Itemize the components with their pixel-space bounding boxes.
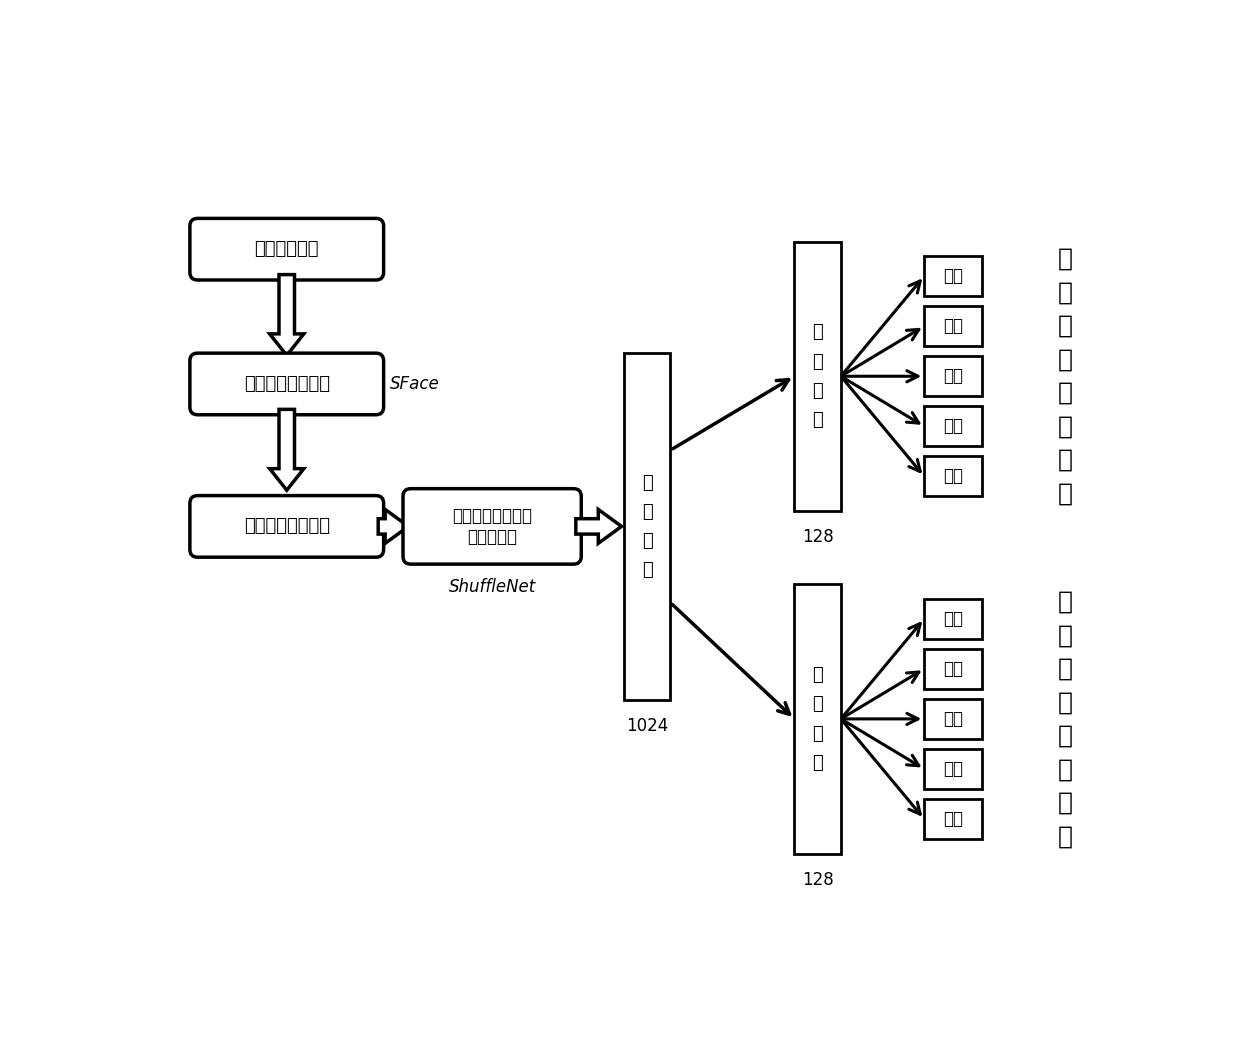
- Text: 紧张: 紧张: [944, 317, 963, 335]
- Text: 发型: 发型: [944, 760, 963, 778]
- Text: 检测到的人脸图像: 检测到的人脸图像: [244, 518, 330, 536]
- Polygon shape: [270, 410, 304, 490]
- Bar: [924, 699, 982, 739]
- Text: 沮丧: 沮丧: [944, 267, 963, 286]
- Text: 全
连
接
层: 全 连 接 层: [642, 474, 652, 580]
- Polygon shape: [378, 509, 408, 543]
- FancyBboxPatch shape: [190, 218, 383, 280]
- Bar: [924, 356, 982, 396]
- Text: 五
种
属
性
识
别
结
果: 五 种 属 性 识 别 结 果: [1058, 590, 1073, 848]
- Polygon shape: [575, 509, 621, 543]
- Bar: [924, 799, 982, 839]
- Text: 1024: 1024: [626, 716, 668, 735]
- Bar: [924, 457, 982, 497]
- Bar: [924, 598, 982, 638]
- Bar: [795, 584, 841, 854]
- Text: 年龄: 年龄: [944, 659, 963, 678]
- Text: 人脸属性、表情特
征提取网络: 人脸属性、表情特 征提取网络: [453, 507, 532, 546]
- FancyBboxPatch shape: [190, 353, 383, 415]
- Text: 喜悦: 喜悦: [944, 467, 963, 485]
- Bar: [924, 256, 982, 296]
- Polygon shape: [270, 275, 304, 356]
- Text: 性别: 性别: [944, 610, 963, 628]
- Bar: [924, 649, 982, 689]
- Text: ShuffleNet: ShuffleNet: [449, 578, 536, 596]
- Text: 截取的视频帧: 截取的视频帧: [254, 240, 319, 258]
- Bar: [795, 242, 841, 511]
- Bar: [924, 749, 982, 789]
- Text: 128: 128: [802, 528, 833, 546]
- Bar: [924, 406, 982, 446]
- Bar: [924, 307, 982, 346]
- Text: 全
连
接
层: 全 连 接 层: [812, 323, 823, 429]
- Text: 128: 128: [802, 870, 833, 888]
- FancyBboxPatch shape: [403, 488, 582, 564]
- Bar: [624, 353, 671, 699]
- Text: 惊讶: 惊讶: [944, 417, 963, 436]
- Text: 人脸检测网络模型: 人脸检测网络模型: [244, 375, 330, 393]
- Text: 惊恐: 惊恐: [944, 368, 963, 385]
- Text: 五
种
情
绪
识
别
结
果: 五 种 情 绪 识 别 结 果: [1058, 247, 1073, 505]
- Text: SFace: SFace: [389, 375, 439, 393]
- FancyBboxPatch shape: [190, 496, 383, 558]
- Text: 肤色: 肤色: [944, 710, 963, 728]
- Text: 眼镜: 眼镜: [944, 810, 963, 828]
- Text: 全
连
接
层: 全 连 接 层: [812, 666, 823, 772]
